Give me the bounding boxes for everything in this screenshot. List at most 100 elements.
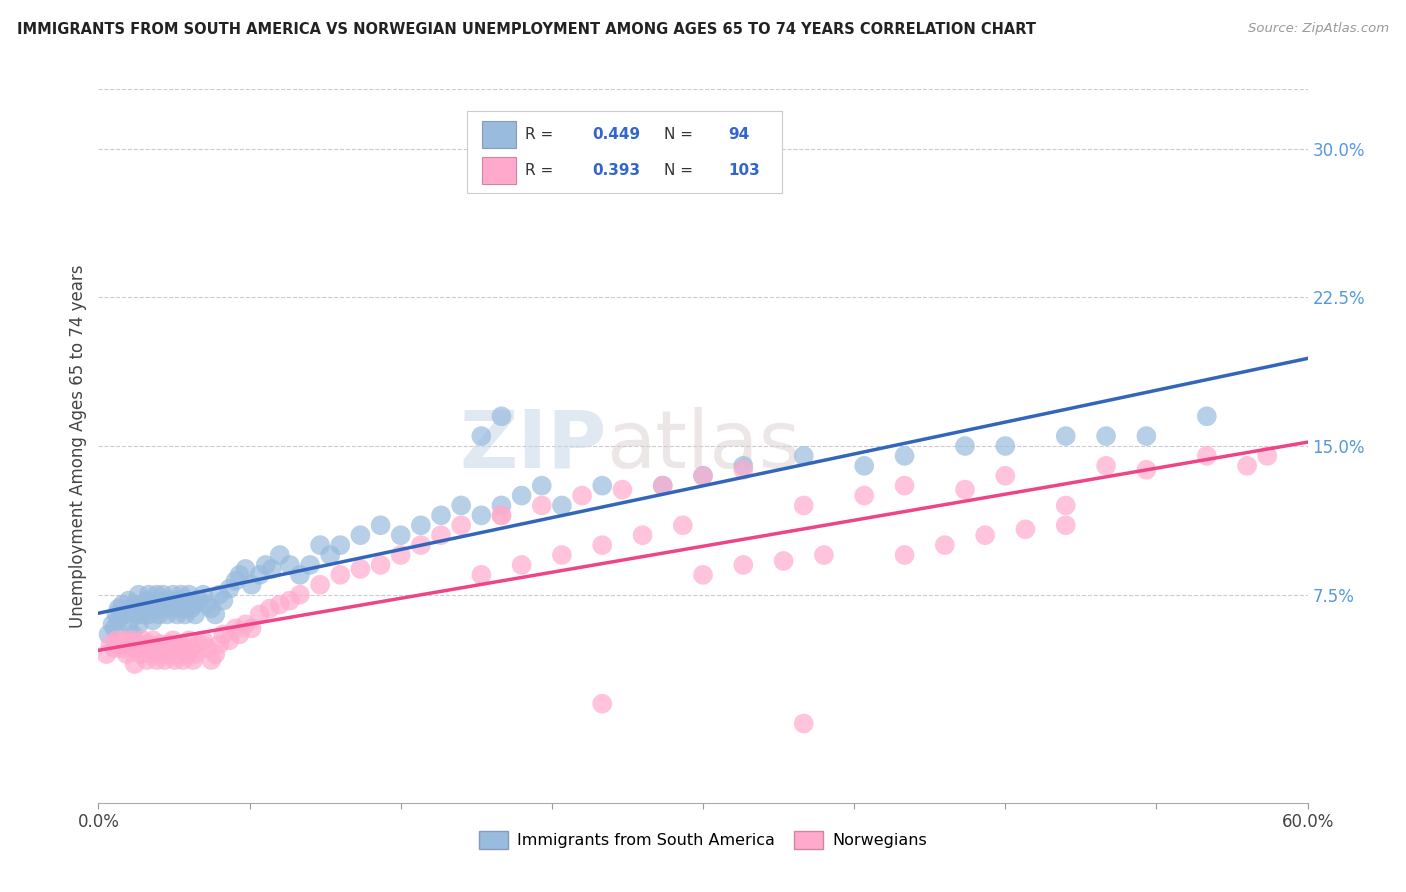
Point xyxy=(1135,429,1157,443)
Point xyxy=(235,562,257,576)
Point xyxy=(146,588,169,602)
Point xyxy=(228,567,250,582)
Point xyxy=(329,567,352,582)
Point xyxy=(120,641,142,656)
Point xyxy=(235,617,257,632)
Point xyxy=(179,633,201,648)
Text: 94: 94 xyxy=(728,128,749,143)
Point xyxy=(176,647,198,661)
Point xyxy=(162,588,184,602)
Point xyxy=(134,601,156,615)
Point xyxy=(510,489,533,503)
Point xyxy=(309,538,332,552)
Point xyxy=(124,657,146,671)
Point xyxy=(651,478,673,492)
Point xyxy=(132,633,155,648)
Point xyxy=(128,588,150,602)
Point xyxy=(953,439,976,453)
Point xyxy=(212,593,235,607)
Point xyxy=(551,499,574,513)
Point xyxy=(125,607,148,622)
Point xyxy=(204,607,226,622)
Point xyxy=(103,621,125,635)
Point xyxy=(118,617,141,632)
Point xyxy=(174,641,197,656)
Point xyxy=(813,548,835,562)
Point xyxy=(129,647,152,661)
Point xyxy=(349,562,371,576)
Point xyxy=(156,647,179,661)
Point xyxy=(181,653,204,667)
Point xyxy=(893,478,915,492)
Point xyxy=(118,593,141,607)
Text: R =: R = xyxy=(526,163,558,178)
Point xyxy=(139,601,162,615)
Point xyxy=(188,637,211,651)
Point xyxy=(148,647,170,661)
Point xyxy=(278,558,301,572)
Y-axis label: Unemployment Among Ages 65 to 74 years: Unemployment Among Ages 65 to 74 years xyxy=(69,264,87,628)
Point xyxy=(288,588,311,602)
Point xyxy=(249,567,271,582)
Point xyxy=(101,617,124,632)
Point xyxy=(172,653,194,667)
Text: IMMIGRANTS FROM SOUTH AMERICA VS NORWEGIAN UNEMPLOYMENT AMONG AGES 65 TO 74 YEAR: IMMIGRANTS FROM SOUTH AMERICA VS NORWEGI… xyxy=(17,22,1036,37)
Point xyxy=(551,548,574,562)
Point xyxy=(470,429,492,443)
Point xyxy=(124,598,146,612)
Point xyxy=(200,653,222,667)
Point xyxy=(146,653,169,667)
Point xyxy=(491,508,513,523)
Point xyxy=(853,489,876,503)
Point xyxy=(135,593,157,607)
Point xyxy=(612,483,634,497)
Point xyxy=(184,607,207,622)
Point xyxy=(1095,429,1118,443)
Point xyxy=(138,607,160,622)
Point xyxy=(204,647,226,661)
Point xyxy=(692,567,714,582)
Point xyxy=(156,607,179,622)
Text: ZIP: ZIP xyxy=(458,407,606,485)
Point xyxy=(114,633,136,648)
Point xyxy=(1014,522,1036,536)
Point xyxy=(228,627,250,641)
Point xyxy=(100,637,122,651)
Point xyxy=(153,653,176,667)
FancyBboxPatch shape xyxy=(482,157,516,184)
Point xyxy=(121,627,143,641)
Point xyxy=(1236,458,1258,473)
Point xyxy=(349,528,371,542)
Point xyxy=(174,607,197,622)
Point xyxy=(1095,458,1118,473)
Point xyxy=(157,637,180,651)
Point xyxy=(994,468,1017,483)
Point xyxy=(120,601,142,615)
Point xyxy=(853,458,876,473)
Point xyxy=(491,508,513,523)
Point xyxy=(195,598,218,612)
Point xyxy=(269,548,291,562)
Point xyxy=(692,468,714,483)
Point xyxy=(162,633,184,648)
Point xyxy=(142,614,165,628)
Point xyxy=(188,593,211,607)
Point xyxy=(389,528,412,542)
Point xyxy=(240,578,263,592)
Point xyxy=(510,558,533,572)
Point xyxy=(218,633,240,648)
Point xyxy=(491,409,513,424)
Point xyxy=(254,558,277,572)
Point xyxy=(105,633,128,648)
Point xyxy=(430,508,453,523)
Text: Source: ZipAtlas.com: Source: ZipAtlas.com xyxy=(1249,22,1389,36)
Point xyxy=(184,647,207,661)
Point xyxy=(793,499,815,513)
Point xyxy=(138,637,160,651)
Point xyxy=(152,641,174,656)
Point xyxy=(167,593,190,607)
Text: N =: N = xyxy=(664,128,699,143)
Point xyxy=(672,518,695,533)
Point xyxy=(591,697,613,711)
Point xyxy=(128,617,150,632)
